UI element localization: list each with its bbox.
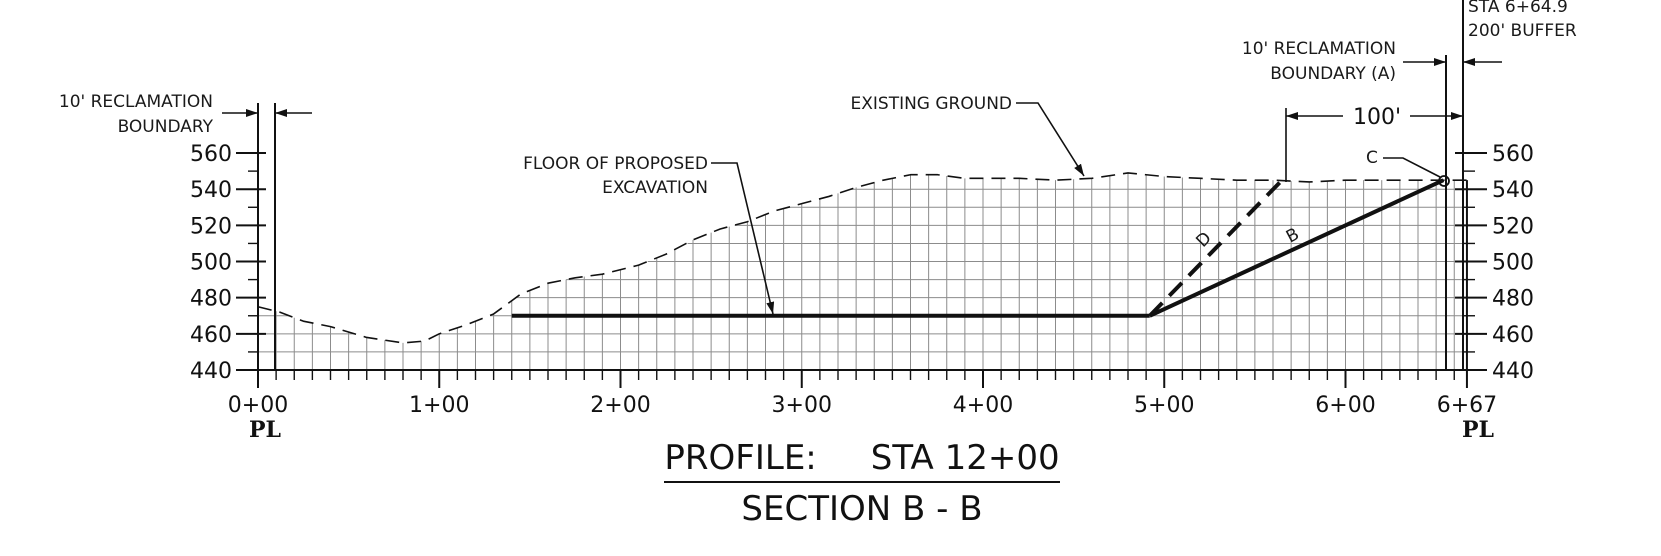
x-tick-label: 6+67 (1437, 393, 1497, 418)
buffer-label-line2: 200' BUFFER (1468, 21, 1577, 41)
x-tick-label: 0+00 (228, 393, 288, 418)
left-boundary-label-line1: 10' RECLAMATION (59, 92, 213, 112)
y-tick-label-right: 460 (1492, 323, 1534, 348)
x-tick-label: 4+00 (953, 393, 1013, 418)
point-c-label: C (1366, 148, 1378, 168)
section-subtitle: SECTION B - B (741, 489, 982, 529)
y-tick-label-right: 540 (1492, 178, 1534, 203)
axes (236, 152, 1487, 388)
floor-label-line1: FLOOR OF PROPOSED (523, 154, 708, 174)
x-tick-label: 2+00 (590, 393, 650, 418)
x-tick-label: 5+00 (1134, 393, 1194, 418)
x-tick-label: 1+00 (409, 393, 469, 418)
right-boundary-label-line1: 10' RECLAMATION (1242, 39, 1396, 59)
existing-ground-label: EXISTING GROUND (851, 94, 1013, 114)
y-tick-label-right: 480 (1492, 287, 1534, 312)
x-tick-label: 6+00 (1315, 393, 1375, 418)
y-axis-left-labels: 440 460 480 500 520 540 560 (190, 142, 232, 384)
y-tick-label-left: 560 (190, 142, 232, 167)
y-tick-label-right: 520 (1492, 214, 1534, 239)
series-line (1148, 178, 1445, 318)
series-line (257, 172, 1467, 344)
y-tick-label-left: 500 (190, 251, 232, 276)
profile-title: PROFILE: STA 12+00 (664, 438, 1059, 478)
line-b-label: B (1283, 224, 1303, 247)
line-d-label: D (1192, 228, 1215, 251)
x-tick-label: 3+00 (772, 393, 832, 418)
y-tick-label-left: 480 (190, 287, 232, 312)
hatch-grid (257, 172, 1467, 370)
y-tick-label-right: 500 (1492, 251, 1534, 276)
existing-ground-leader (1016, 102, 1085, 177)
series-line (1148, 178, 1284, 318)
left-boundary-label-line2: BOUNDARY (118, 117, 214, 137)
series (257, 172, 1467, 344)
buffer-label-line1: STA 6+64.9 (1468, 0, 1568, 17)
dimension-100-label: 100' (1353, 105, 1401, 130)
property-line-right: PL (1462, 417, 1494, 443)
point-c-marker (1438, 175, 1450, 187)
x-axis-labels: 0+00 1+00 2+00 3+00 4+00 5+00 6+00 6+67 (228, 393, 1497, 418)
floor-label-line2: EXCAVATION (602, 178, 708, 198)
property-line-left: PL (249, 417, 281, 443)
y-tick-label-left: 440 (190, 359, 232, 384)
y-tick-label-left: 540 (190, 178, 232, 203)
y-tick-label-right: 560 (1492, 142, 1534, 167)
y-axis-right-labels: 440 460 480 500 520 540 560 (1492, 142, 1534, 384)
floor-leader (711, 162, 775, 315)
y-tick-label-left: 460 (190, 323, 232, 348)
point-c-leader (1383, 157, 1441, 178)
right-boundary-label-line2: BOUNDARY (A) (1270, 64, 1396, 84)
y-tick-label-left: 520 (190, 214, 232, 239)
y-tick-label-right: 440 (1492, 359, 1534, 384)
